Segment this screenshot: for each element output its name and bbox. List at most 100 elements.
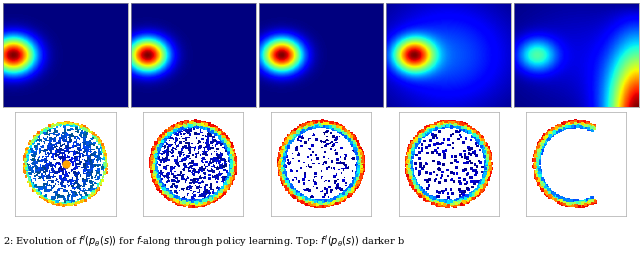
Point (202, 192, 212, 196)
Point (409, 178, 419, 182)
Point (553, 194, 563, 198)
Point (188, 197, 198, 201)
Point (50, 190, 60, 195)
Point (214, 169, 224, 173)
Point (69, 200, 79, 204)
Point (477, 187, 488, 192)
Point (186, 181, 196, 185)
Point (60, 193, 70, 197)
Point (282, 186, 292, 190)
Point (298, 124, 308, 128)
Point (186, 143, 196, 147)
Point (472, 135, 483, 139)
Point (214, 133, 225, 137)
Point (308, 201, 318, 205)
Point (315, 122, 325, 126)
Point (534, 176, 545, 180)
Point (207, 195, 217, 199)
Point (45, 147, 55, 151)
Point (322, 125, 332, 130)
Point (156, 156, 166, 160)
Point (72, 166, 82, 170)
Point (30, 137, 40, 141)
Point (47, 197, 58, 201)
Point (202, 182, 212, 186)
Point (406, 143, 417, 147)
Point (195, 196, 205, 200)
Point (429, 125, 440, 129)
Point (474, 135, 484, 139)
Point (92, 188, 102, 192)
Point (431, 202, 442, 206)
Point (72, 153, 83, 157)
Point (148, 166, 158, 170)
Point (214, 134, 225, 138)
Point (28, 146, 38, 150)
Point (154, 138, 164, 142)
Point (473, 139, 483, 143)
Point (204, 122, 214, 126)
Point (209, 172, 220, 177)
Point (62, 164, 72, 168)
Point (482, 171, 492, 176)
Point (314, 162, 324, 166)
Point (50, 132, 60, 136)
Point (428, 133, 438, 137)
Point (183, 121, 193, 125)
Point (35, 174, 45, 178)
Point (349, 143, 360, 147)
Point (566, 201, 576, 205)
Point (349, 139, 360, 143)
Point (336, 168, 346, 172)
Point (32, 161, 42, 165)
Point (145, 164, 156, 168)
Point (47, 154, 57, 158)
Point (152, 155, 162, 160)
Point (39, 197, 49, 201)
Point (586, 196, 596, 200)
Point (214, 160, 225, 164)
Point (88, 150, 99, 154)
Point (28, 145, 38, 149)
Point (406, 154, 416, 158)
Point (44, 188, 54, 193)
Point (479, 151, 490, 155)
Point (531, 150, 541, 154)
Point (443, 125, 453, 129)
Point (402, 173, 412, 178)
Point (209, 190, 219, 194)
Point (355, 154, 365, 158)
Point (403, 159, 413, 163)
Point (89, 184, 99, 188)
Point (470, 189, 481, 193)
Point (176, 194, 186, 198)
Point (54, 203, 64, 207)
Point (66, 160, 76, 164)
Point (476, 141, 486, 145)
Point (298, 144, 308, 148)
Point (85, 185, 95, 189)
Point (191, 195, 201, 199)
Point (328, 122, 338, 126)
Point (209, 163, 219, 167)
Point (170, 153, 180, 157)
Point (331, 200, 341, 204)
Point (191, 120, 202, 124)
Point (148, 163, 158, 167)
Point (33, 139, 43, 143)
Point (157, 142, 168, 146)
Point (80, 177, 90, 181)
Point (81, 149, 91, 153)
Point (148, 148, 158, 152)
Point (61, 156, 72, 160)
Point (32, 133, 42, 137)
Point (546, 194, 556, 198)
Point (416, 130, 426, 134)
Point (29, 149, 39, 153)
Point (224, 172, 234, 176)
Point (40, 134, 50, 138)
Point (300, 198, 310, 202)
Point (29, 189, 40, 193)
Point (296, 166, 306, 170)
Point (333, 125, 344, 129)
